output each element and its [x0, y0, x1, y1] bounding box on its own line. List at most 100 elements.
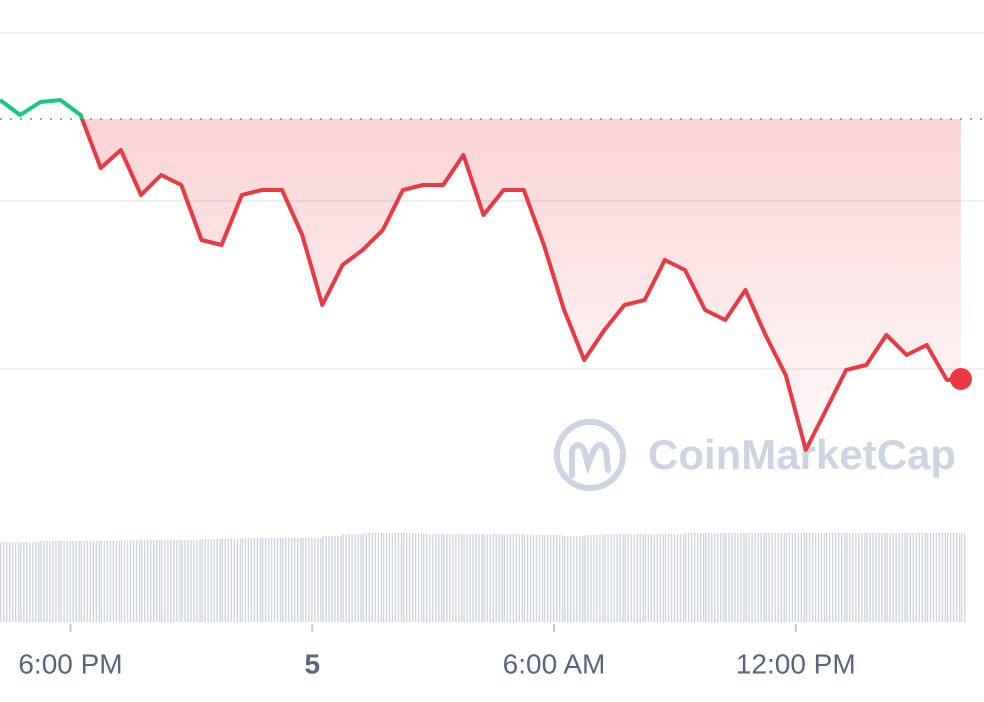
volume-bar: [745, 533, 747, 622]
volume-bar: [963, 533, 966, 622]
volume-bar: [644, 534, 647, 622]
volume-bar: [800, 533, 803, 622]
volume-bar: [717, 533, 719, 622]
volume-bar: [768, 533, 770, 622]
volume-bar: [60, 541, 62, 622]
volume-bar: [791, 533, 794, 622]
last-point: [949, 368, 972, 390]
volume-bar: [469, 534, 471, 622]
volume-bar: [9, 542, 11, 622]
volume-bar: [794, 533, 797, 622]
volume-bar: [687, 533, 690, 622]
volume-bar: [109, 541, 112, 622]
volume-bar: [300, 538, 302, 622]
volume-bar: [115, 541, 118, 622]
volume-bar: [926, 533, 929, 622]
volume-bar: [66, 541, 68, 622]
volume-bar: [26, 542, 28, 622]
volume-bar: [849, 533, 851, 622]
x-tick-label: 6:00 AM: [503, 648, 606, 679]
volume-bar: [362, 533, 365, 622]
volume-bar: [173, 540, 175, 622]
volume-bar: [696, 533, 699, 622]
volume-bar: [345, 534, 347, 622]
volume-bar: [483, 534, 485, 622]
volume-bar: [239, 539, 242, 622]
volume-bar: [771, 533, 773, 622]
volume-bar: [466, 534, 468, 622]
volume-bar: [95, 541, 97, 622]
volume-bar: [297, 538, 299, 622]
volume-bar: [613, 534, 615, 622]
volume-bar: [141, 540, 143, 622]
volume-bar: [684, 533, 687, 622]
volume-bar: [221, 539, 224, 622]
volume-bar: [693, 533, 696, 622]
volume-bar: [12, 542, 14, 622]
volume-bar: [884, 533, 886, 622]
volume-bar: [570, 536, 572, 622]
volume-bar: [23, 542, 25, 622]
volume-bar: [834, 533, 837, 622]
volume-bar: [627, 534, 629, 622]
volume-bar: [610, 534, 612, 622]
volume-bar: [486, 534, 488, 622]
volume-bar: [317, 538, 319, 622]
volume-bar: [241, 538, 244, 622]
volume-bar: [599, 535, 601, 622]
volume-bar: [408, 533, 411, 622]
volume-bar: [858, 533, 860, 622]
volume-bar: [921, 533, 923, 622]
volume-bar: [176, 540, 178, 622]
volume-bar: [210, 539, 212, 622]
volume-bar: [426, 534, 428, 622]
volume-bar: [441, 534, 443, 622]
volume-bar: [960, 533, 963, 622]
volume-bar: [43, 541, 45, 622]
volume-bar: [374, 533, 377, 622]
volume-bar: [855, 533, 857, 622]
volume-bar: [748, 533, 750, 622]
volume-bar: [757, 533, 759, 622]
volume-bar: [760, 533, 762, 622]
volume-bar: [337, 536, 339, 622]
volume-bar: [199, 540, 201, 622]
volume-bar: [193, 540, 195, 622]
volume-bar: [737, 533, 739, 622]
volume-bar: [331, 536, 333, 622]
volume-bar: [866, 533, 868, 622]
volume-bar: [785, 533, 788, 622]
volume-bar: [38, 542, 40, 622]
volume-bar: [529, 535, 532, 622]
volume-bar: [184, 540, 186, 622]
volume-bar: [382, 533, 385, 622]
volume-bar: [478, 534, 480, 622]
volume-bar: [690, 533, 693, 622]
volume-bar: [288, 538, 290, 622]
volume-bar: [20, 542, 22, 622]
volume-bar: [734, 533, 736, 622]
volume-bar: [938, 533, 941, 622]
volume-bar: [29, 542, 31, 622]
volume-bar: [219, 539, 221, 622]
volume-bar: [49, 541, 51, 622]
volume-bar: [46, 541, 48, 622]
volume-bar: [100, 541, 103, 622]
volume-bar: [446, 534, 448, 622]
volume-bar: [0, 542, 2, 622]
volume-bar: [348, 534, 350, 622]
volume-bar: [411, 533, 414, 622]
volume-bar: [743, 533, 745, 622]
volume-bar: [584, 535, 586, 622]
price-area: [0, 119, 961, 450]
volume-bar: [731, 533, 733, 622]
volume-bar: [314, 538, 316, 622]
volume-bar: [253, 538, 256, 622]
volume-bar: [498, 534, 500, 622]
volume-bar: [472, 534, 474, 622]
watermark: CoinMarketCap: [554, 419, 956, 491]
volume-bar: [98, 541, 100, 622]
volume-bar: [670, 534, 673, 622]
volume-bar: [946, 533, 949, 622]
volume-bar: [83, 541, 85, 622]
